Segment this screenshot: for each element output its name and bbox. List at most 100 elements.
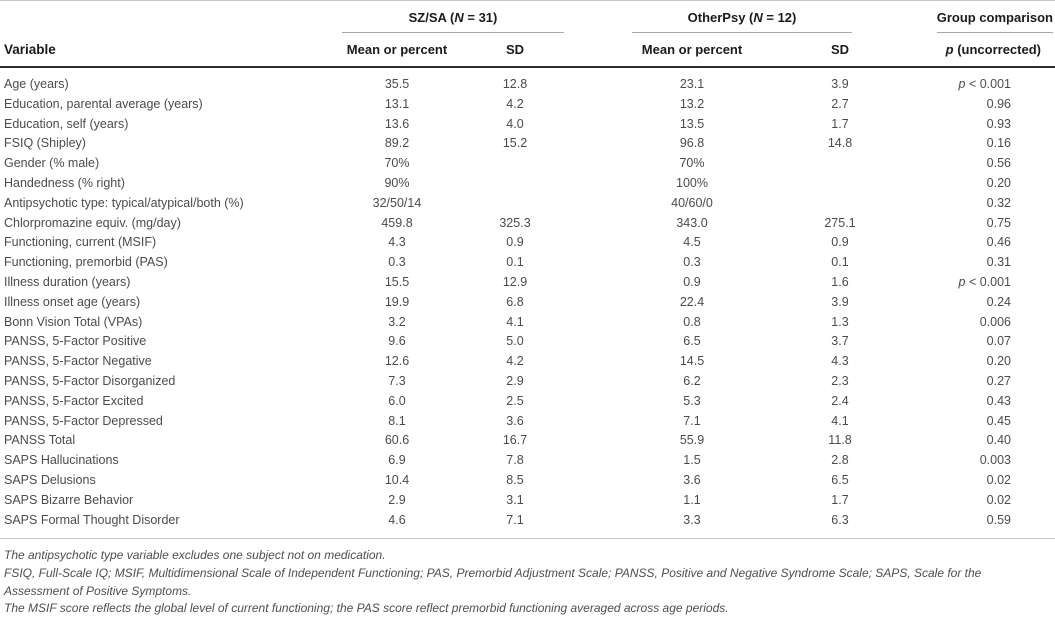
cell-sd1: 5.0 xyxy=(506,334,524,349)
cell-mean1: 70% xyxy=(384,156,410,171)
cell-sd1: 6.8 xyxy=(506,294,524,309)
cell-mean2: 100% xyxy=(676,175,708,190)
cell-mean1: 35.5 xyxy=(384,77,410,91)
cell-sd2: 0.9 xyxy=(831,235,849,250)
cell-sd2: 275.1 xyxy=(824,215,856,230)
cell-mean1: 10.4 xyxy=(384,472,410,487)
table-row: PANSS, 5-Factor Negative 12.6 4.2 14.5 4.3 0.… xyxy=(0,352,1055,372)
cell-variable: PANSS, 5-Factor Positive xyxy=(4,334,147,349)
cell-sd1: 325.3 xyxy=(499,215,531,230)
cell-p: 0.93 xyxy=(986,116,1011,131)
group-header-otherpsy: OtherPsy (N = 12) xyxy=(571,1,867,33)
cell-mean2: 343.0 xyxy=(676,215,708,230)
cell-sd1: 2.5 xyxy=(506,393,524,408)
cell-sd1: 0.1 xyxy=(506,255,524,270)
cell-p: 0.40 xyxy=(986,433,1011,448)
group-header-szsa: SZ/SA (N = 31) xyxy=(335,1,571,33)
cell-p: p < 0.001 xyxy=(958,274,1011,289)
table-row: Handedness (% right) 90% 100% 0.20 xyxy=(0,174,1055,194)
cell-mean2: 23.1 xyxy=(679,77,705,91)
cell-sd1: 4.0 xyxy=(506,116,524,131)
table-row: PANSS, 5-Factor Positive 9.6 5.0 6.5 3.7 0.07 xyxy=(0,332,1055,352)
cell-mean2: 40/60/0 xyxy=(671,195,713,210)
cell-variable: Illness onset age (years) xyxy=(4,294,141,309)
cell-mean2: 22.4 xyxy=(679,294,705,309)
cell-p: 0.56 xyxy=(986,156,1011,171)
cell-mean2: 96.8 xyxy=(679,136,705,151)
cell-sd2: 3.9 xyxy=(831,77,849,91)
cell-sd1 xyxy=(459,174,571,194)
cell-mean2: 5.3 xyxy=(683,393,701,408)
table-row: Bonn Vision Total (VPAs) 3.2 4.1 0.8 1.3 0.00… xyxy=(0,313,1055,333)
cell-p: 0.43 xyxy=(986,393,1011,408)
cell-mean1: 2.9 xyxy=(388,492,406,507)
group-header-comparison: Group comparison xyxy=(867,1,1055,33)
cell-sd2 xyxy=(813,194,867,214)
cell-variable: PANSS, 5-Factor Depressed xyxy=(4,413,163,428)
cell-mean1: 6.9 xyxy=(388,453,406,468)
footnote-abbreviations: FSIQ, Full-Scale IQ; MSIF, Multidimensio… xyxy=(4,565,982,598)
cell-p: 0.07 xyxy=(986,334,1011,349)
cell-mean2: 55.9 xyxy=(679,433,705,448)
cell-variable: FSIQ (Shipley) xyxy=(4,136,86,151)
cell-sd2: 1.6 xyxy=(831,274,849,289)
cell-variable: SAPS Formal Thought Disorder xyxy=(0,510,335,540)
cell-sd1: 15.2 xyxy=(502,136,528,151)
cell-sd1: 0.9 xyxy=(506,235,524,250)
cell-mean1: 12.6 xyxy=(384,354,410,369)
footnote-medication: The antipsychotic type variable excludes… xyxy=(4,548,386,563)
table-row: SAPS Hallucinations 6.9 7.8 1.5 2.8 0.003 xyxy=(0,451,1055,471)
cell-mean1: 89.2 xyxy=(384,136,410,151)
cell-mean2: 13.2 xyxy=(679,96,705,111)
cell-p: 0.75 xyxy=(986,215,1011,230)
cell-mean2: 70% xyxy=(679,156,705,171)
cell-variable: Age (years) xyxy=(4,77,69,91)
cell-p: 0.02 xyxy=(986,472,1011,487)
cell-variable: SAPS Bizarre Behavior xyxy=(4,492,134,507)
column-header-mean-otherpsy: Mean or percent xyxy=(571,33,813,68)
cell-variable: Education, parental average (years) xyxy=(4,96,203,111)
table-row: PANSS, 5-Factor Excited 6.0 2.5 5.3 2.4 0.43 xyxy=(0,392,1055,412)
cell-sd1: 3.1 xyxy=(506,492,524,507)
cell-sd1: 7.8 xyxy=(506,453,524,468)
cell-p: 0.96 xyxy=(986,96,1011,111)
cell-mean1: 60.6 xyxy=(384,433,410,448)
cell-mean2: 0.9 xyxy=(683,274,701,289)
cell-variable: PANSS, 5-Factor Excited xyxy=(4,393,144,408)
cell-mean1: 8.1 xyxy=(388,413,406,428)
cell-sd2: 0.1 xyxy=(831,255,849,270)
group-header-spacer xyxy=(0,1,335,34)
cell-sd2: 2.4 xyxy=(831,393,849,408)
cell-sd2 xyxy=(813,154,867,174)
cell-sd1: 7.1 xyxy=(459,510,571,540)
table-row: Antipsychotic type: typical/atypical/bot… xyxy=(0,194,1055,214)
table-row: Education, self (years) 13.6 4.0 13.5 1.7 0.9… xyxy=(0,115,1055,135)
cell-mean2: 3.3 xyxy=(571,510,813,540)
cell-sd1: 2.9 xyxy=(506,373,524,388)
footnote-msif-pas: The MSIF score reflects the global level… xyxy=(4,601,729,616)
cell-mean2: 14.5 xyxy=(679,354,705,369)
cell-sd1 xyxy=(459,194,571,214)
table-body: Age (years) 35.5 12.8 23.1 3.9 p < 0.001 Educa… xyxy=(0,67,1055,540)
cell-mean1: 32/50/14 xyxy=(372,195,422,210)
column-header-p-uncorrected: p (uncorrected) xyxy=(867,33,1055,68)
cell-mean2: 6.5 xyxy=(683,334,701,349)
cell-variable: SAPS Delusions xyxy=(4,472,96,487)
cell-sd1: 4.2 xyxy=(506,354,524,369)
cell-mean1: 4.3 xyxy=(388,235,406,250)
table-footnotes: The antipsychotic type variable excludes… xyxy=(0,539,1055,617)
table-row: PANSS, 5-Factor Disorganized 7.3 2.9 6.2 2.3… xyxy=(0,372,1055,392)
cell-mean1: 4.6 xyxy=(335,510,459,540)
cell-p: 0.16 xyxy=(986,136,1011,151)
cell-p: 0.003 xyxy=(979,453,1011,468)
cell-variable: Functioning, current (MSIF) xyxy=(4,235,157,250)
cell-p: p < 0.001 xyxy=(958,77,1011,91)
cell-mean2: 7.1 xyxy=(683,413,701,428)
cell-sd2: 2.7 xyxy=(831,96,849,111)
table-row: Age (years) 35.5 12.8 23.1 3.9 p < 0.001 xyxy=(0,67,1055,95)
cell-sd1: 12.8 xyxy=(502,77,528,91)
cell-sd1 xyxy=(459,154,571,174)
cell-sd1: 3.6 xyxy=(506,413,524,428)
cell-variable: Education, self (years) xyxy=(4,116,129,131)
cell-mean2: 6.2 xyxy=(683,373,701,388)
